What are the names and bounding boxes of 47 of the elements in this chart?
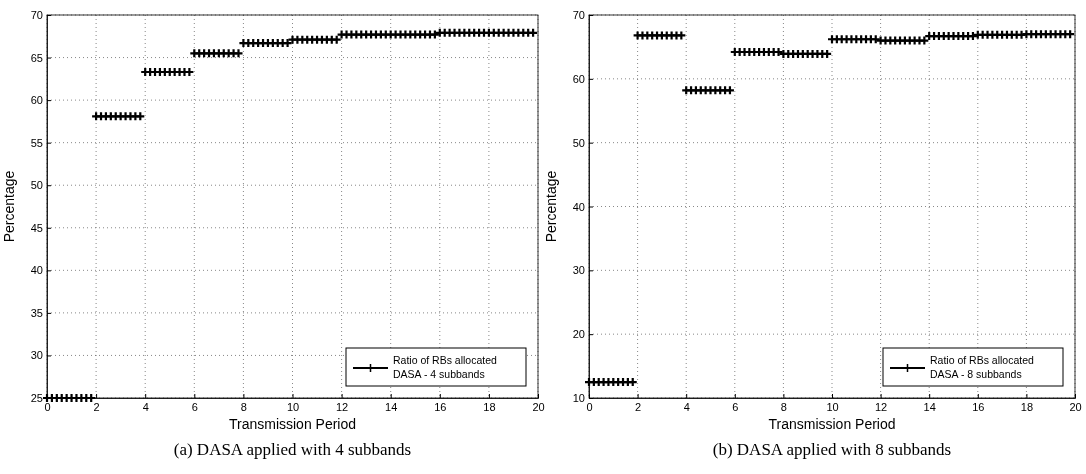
y-tick-label: 40 — [572, 200, 585, 213]
x-tick-label: 4 — [142, 400, 149, 413]
x-tick-label: 4 — [683, 400, 690, 413]
y-tick-label: 40 — [30, 264, 43, 277]
y-axis-title: Percentage — [1, 170, 17, 243]
x-tick-label: 18 — [1020, 400, 1034, 413]
x-tick-label: 6 — [732, 400, 739, 413]
y-tick-label: 70 — [30, 9, 43, 22]
y-tick-label: 45 — [30, 221, 43, 234]
y-tick-label: 30 — [572, 264, 585, 277]
x-tick-label: 10 — [826, 400, 839, 413]
legend-label: Ratio of RBs allocated DASA - 8 subbands — [930, 354, 1035, 380]
y-tick-label: 20 — [572, 328, 585, 341]
y-tick-label: 60 — [572, 72, 585, 85]
y-axis-title: Percentage — [543, 170, 559, 243]
x-tick-label: 8 — [240, 400, 247, 413]
y-tick-label: 55 — [30, 136, 43, 149]
x-tick-label: 12 — [335, 400, 349, 413]
y-tick-label: 30 — [30, 349, 43, 362]
text: (b) DASA applied with 8 subbands — [712, 440, 952, 459]
x-tick-label: 14 — [385, 400, 398, 413]
x-tick-label: 14 — [923, 400, 936, 413]
y-tick-label: 50 — [30, 179, 43, 192]
x-tick-label: 0 — [586, 400, 593, 413]
x-tick-label: 2 — [93, 400, 100, 413]
x-tick-label: 16 — [434, 400, 447, 413]
y-tick-label: 50 — [572, 136, 585, 149]
x-tick-label: 8 — [780, 400, 787, 413]
x-tick-label: 18 — [483, 400, 496, 413]
x-axis-title: Transmission Period — [768, 416, 896, 432]
text: (a) DASA applied with 4 subbands — [173, 440, 412, 459]
y-tick-label: 60 — [30, 94, 43, 107]
y-tick-label: 10 — [572, 392, 585, 405]
x-tick-label: 10 — [286, 400, 300, 413]
x-tick-label: 0 — [44, 400, 51, 413]
y-tick-label: 65 — [30, 51, 43, 64]
x-tick-label: 12 — [874, 400, 888, 413]
x-tick-label: 20 — [532, 400, 545, 413]
x-tick-label: 6 — [191, 400, 198, 413]
x-axis-title: Transmission Period — [228, 416, 357, 432]
x-tick-label: 16 — [972, 400, 985, 413]
y-tick-label: 25 — [30, 392, 43, 405]
x-tick-label: 20 — [1069, 400, 1082, 413]
y-tick-label: 70 — [572, 9, 585, 22]
x-tick-label: 2 — [635, 400, 642, 413]
y-tick-label: 35 — [30, 306, 43, 319]
legend-label: Ratio of RBs allocated DASA - 4 subbands — [393, 354, 498, 380]
